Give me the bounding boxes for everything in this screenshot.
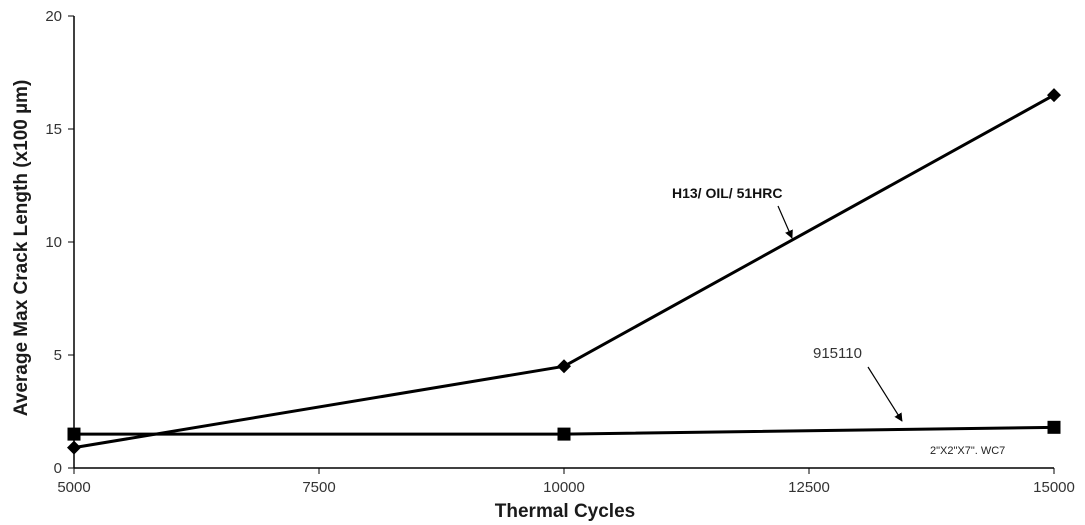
x-tick-label: 15000 bbox=[1033, 479, 1075, 496]
series-layer bbox=[67, 88, 1061, 455]
annotation-label-h13: H13/ OIL/ 51HRC bbox=[672, 185, 782, 201]
x-tick-group: 5000 7500 10000 12500 15000 bbox=[57, 468, 1075, 496]
y-tick-label: 0 bbox=[54, 460, 62, 477]
x-tick-label: 7500 bbox=[302, 479, 335, 496]
data-point-diamond bbox=[1047, 88, 1061, 103]
series-1 bbox=[67, 88, 1061, 455]
data-point-square bbox=[557, 427, 571, 441]
annotation-label-915110: 915110 bbox=[813, 345, 862, 362]
axes bbox=[73, 16, 1054, 469]
y-tick-label: 15 bbox=[45, 121, 62, 138]
data-point-diamond bbox=[67, 440, 81, 455]
y-tick-label: 5 bbox=[54, 347, 62, 364]
series-line bbox=[73, 93, 1055, 450]
x-tick-label: 10000 bbox=[543, 479, 585, 496]
y-axis-title: Average Max Crack Length (x100 µm) bbox=[11, 80, 32, 417]
x-tick-label: 12500 bbox=[788, 479, 830, 496]
annotation-label-wc7: 2"X2"X7". WC7 bbox=[930, 445, 1005, 457]
y-tick-label: 10 bbox=[45, 234, 62, 251]
data-point-square bbox=[67, 427, 81, 441]
data-point-square bbox=[1047, 420, 1061, 434]
data-point-diamond bbox=[557, 359, 571, 374]
annotation-arrow-915110 bbox=[867, 366, 903, 422]
annotations: H13/ OIL/ 51HRC 915110 2"X2"X7". WC7 bbox=[672, 185, 1005, 457]
x-tick-label: 5000 bbox=[57, 479, 90, 496]
y-tick-group: 0 5 10 15 20 bbox=[45, 8, 74, 477]
y-tick-label: 20 bbox=[45, 8, 62, 25]
series-2 bbox=[67, 420, 1061, 441]
x-axis-title: Thermal Cycles bbox=[495, 501, 635, 522]
annotation-arrow-h13 bbox=[777, 205, 793, 239]
